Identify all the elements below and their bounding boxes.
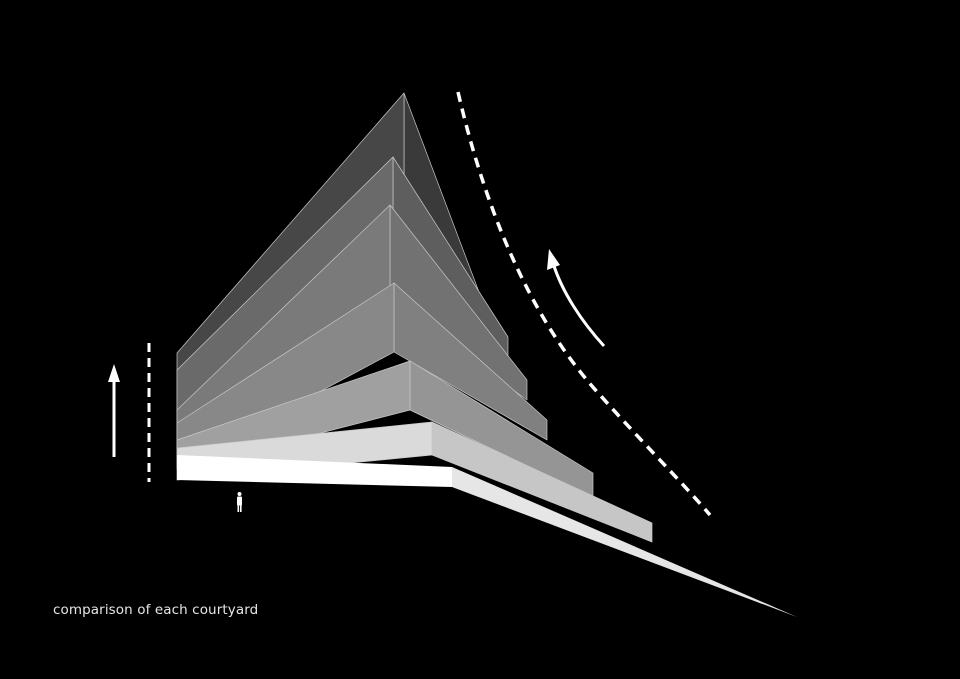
up-arrow-icon (108, 364, 120, 457)
person-scale-figure-icon (237, 492, 242, 512)
curved-dashed-line (456, 91, 712, 517)
layer-7-right-face (452, 467, 797, 617)
curved-arrow-icon (547, 249, 606, 348)
diagram-caption: comparison of each courtyard (53, 602, 259, 618)
layer-7-left-face (177, 455, 452, 487)
courtyard-layer-7 (177, 455, 797, 617)
